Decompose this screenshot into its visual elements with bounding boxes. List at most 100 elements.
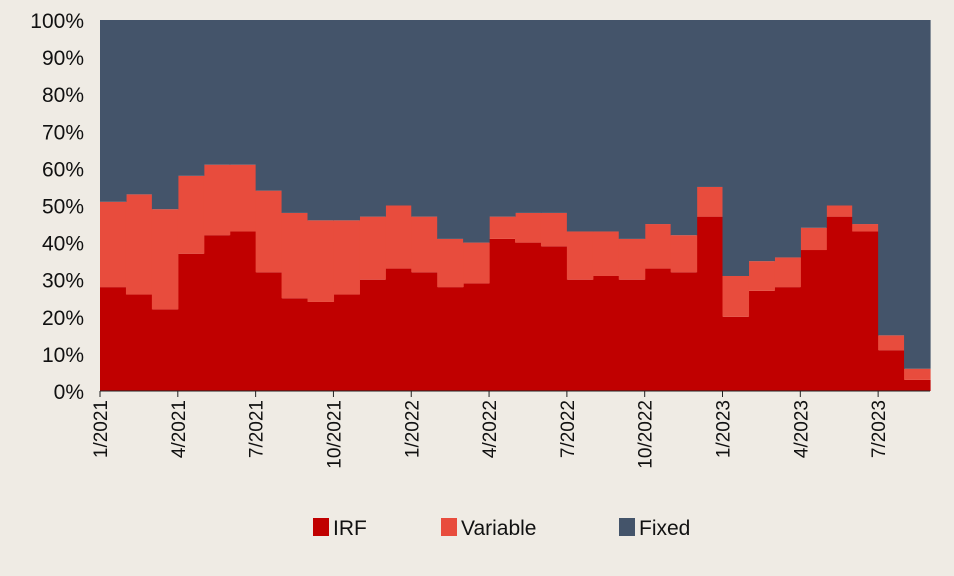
legend-item-irf: IRF [313,517,367,540]
area-step-variable-2 [151,209,179,310]
legend-item-fixed: Fixed [619,517,690,540]
area-step-irf-16 [515,242,542,391]
area-step-fixed-25 [748,20,775,262]
legend-label: IRF [333,517,367,540]
area-step-fixed-26 [774,20,801,258]
y-tick-label: 80% [42,84,84,107]
series-variable-group [100,164,931,380]
area-step-variable-31 [904,368,931,380]
area-step-variable-1 [125,194,153,295]
area-step-irf-20 [618,279,646,391]
area-step-irf-2 [151,309,179,391]
area-step-variable-14 [463,242,490,284]
y-tick-label: 70% [42,121,84,144]
area-step-fixed-24 [722,20,750,276]
area-step-variable-18 [566,231,594,280]
x-tick-label: 7/2021 [247,400,268,458]
area-step-irf-12 [411,272,438,391]
area-step-fixed-31 [904,20,931,369]
area-step-variable-16 [515,212,542,243]
area-step-irf-9 [333,294,360,391]
area-step-fixed-2 [151,20,179,210]
legend: IRF Variable Fixed [313,517,690,540]
x-tick-label: 1/2023 [714,400,735,458]
legend-swatch [441,518,457,536]
area-step-fixed-20 [618,20,646,239]
area-step-irf-6 [255,272,283,391]
area-step-fixed-12 [411,20,438,217]
area-step-fixed-23 [696,20,724,187]
area-step-irf-4 [203,235,231,391]
area-step-variable-10 [359,216,386,280]
legend-item-variable: Variable [441,517,537,540]
area-step-variable-12 [411,216,438,273]
area-step-variable-9 [333,220,360,295]
area-step-variable-25 [748,261,775,291]
area-step-fixed-7 [281,20,309,213]
area-step-fixed-13 [437,20,464,239]
area-step-irf-14 [463,283,490,391]
area-step-irf-0 [100,287,127,391]
area-step-fixed-18 [566,20,594,232]
legend-swatch [619,518,635,536]
area-step-variable-28 [826,205,853,217]
legend-label: Fixed [639,517,690,540]
area-step-fixed-11 [385,20,412,206]
y-tick-label: 10% [42,344,84,367]
area-step-irf-3 [177,253,205,391]
area-step-irf-10 [359,279,386,391]
area-step-fixed-14 [463,20,490,243]
area-step-fixed-8 [307,20,335,221]
area-step-variable-20 [618,238,646,280]
area-step-variable-19 [592,231,620,276]
area-step-fixed-16 [515,20,542,213]
area-step-variable-24 [722,275,750,317]
area-step-variable-11 [385,205,412,269]
y-tick-label: 20% [42,307,84,330]
area-step-variable-29 [852,224,879,232]
area-step-irf-31 [904,379,931,391]
area-step-variable-17 [540,212,568,247]
x-tick-label: 1/2021 [91,400,112,458]
series-irf-group [100,216,931,391]
area-step-variable-3 [177,175,205,254]
legend-label: Variable [461,517,537,540]
area-step-irf-24 [722,316,750,391]
area-step-irf-21 [644,268,672,391]
area-step-fixed-22 [670,20,698,236]
y-tick-label: 90% [42,47,84,70]
area-step-fixed-6 [255,20,283,191]
area-step-variable-26 [774,257,801,288]
area-step-variable-27 [800,227,827,251]
area-step-irf-11 [385,268,412,391]
area-step-fixed-10 [359,20,386,217]
area-step-variable-5 [229,164,257,232]
x-tick-label: 1/2022 [402,400,423,458]
area-step-variable-21 [644,224,672,269]
x-tick-label: 7/2022 [558,400,579,458]
area-step-fixed-30 [878,20,905,336]
area-step-irf-29 [852,231,879,391]
y-tick-label: 40% [42,233,84,256]
area-step-irf-13 [437,287,464,391]
area-step-irf-27 [800,250,827,391]
x-tick-label: 7/2023 [869,400,890,458]
area-step-variable-0 [100,201,127,288]
area-step-fixed-17 [540,20,568,213]
area-step-fixed-9 [333,20,360,221]
y-tick-label: 60% [42,158,84,181]
area-step-irf-1 [125,294,153,391]
x-tick-label: 4/2023 [791,400,812,458]
y-tick-label: 0% [54,381,84,404]
area-step-irf-7 [281,298,309,391]
x-tick-label: 10/2022 [636,400,657,469]
area-step-irf-25 [748,290,775,391]
area-step-fixed-15 [489,20,516,217]
area-step-irf-19 [592,275,620,391]
area-step-irf-23 [696,216,724,391]
area-step-fixed-27 [800,20,827,228]
area-step-irf-8 [307,301,335,391]
area-step-fixed-4 [203,20,231,165]
legend-swatch [313,518,329,536]
